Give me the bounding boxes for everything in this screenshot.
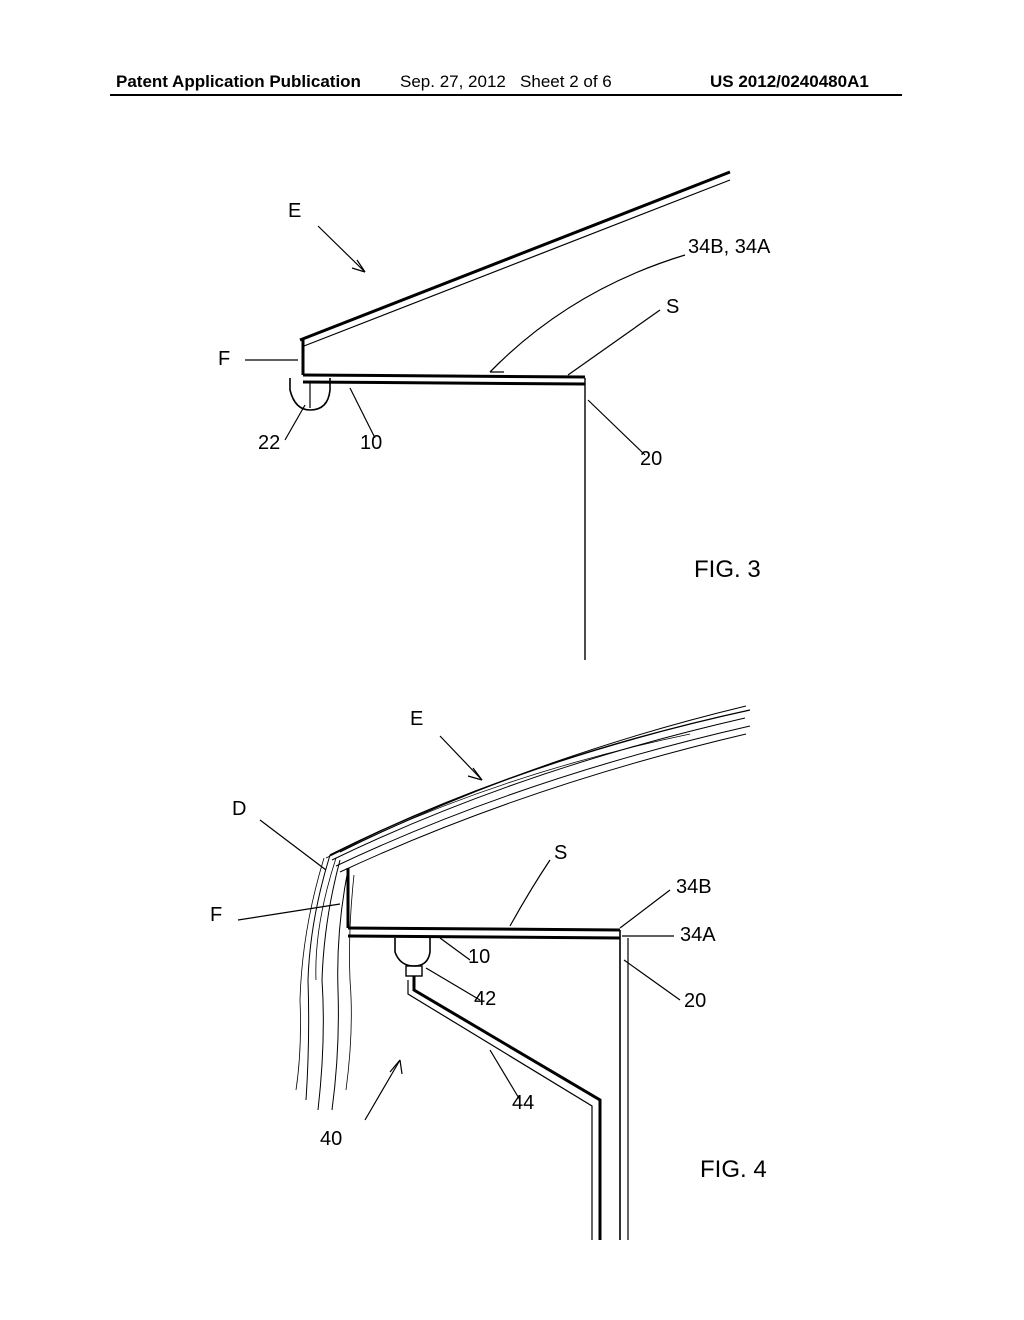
fig4-caption: FIG. 4 (700, 1156, 767, 1184)
header-rule (110, 94, 902, 96)
fig3-label-E: E (288, 200, 301, 223)
fig3-label-10: 10 (360, 432, 382, 455)
fig3-label-20: 20 (640, 448, 662, 471)
figure-3 (190, 160, 890, 660)
fig4-label-42: 42 (474, 988, 496, 1011)
header-pubno: US 2012/0240480A1 (710, 72, 869, 92)
fig4-label-40: 40 (320, 1128, 342, 1151)
header-mid: Sep. 27, 2012 Sheet 2 of 6 (400, 72, 612, 92)
fig4-label-44: 44 (512, 1092, 534, 1115)
fig3-label-S: S (666, 296, 679, 319)
header-date: Sep. 27, 2012 (400, 72, 506, 91)
fig4-label-S: S (554, 842, 567, 865)
fig3-label-34: 34B, 34A (688, 236, 770, 259)
fig4-label-34A: 34A (680, 924, 716, 947)
fig3-caption: FIG. 3 (694, 556, 761, 584)
fig4-label-E: E (410, 708, 423, 731)
fig3-label-F: F (218, 348, 230, 371)
fig4-label-F: F (210, 904, 222, 927)
patent-page: { "header": { "left": "Patent Applicatio… (0, 0, 1024, 1320)
fig3-label-22: 22 (258, 432, 280, 455)
header-sheet: Sheet 2 of 6 (520, 72, 612, 91)
figure-4 (190, 680, 890, 1240)
header-left: Patent Application Publication (116, 72, 361, 92)
fig4-label-D: D (232, 798, 246, 821)
fig4-label-34B: 34B (676, 876, 712, 899)
fig4-label-20: 20 (684, 990, 706, 1013)
fig4-label-10: 10 (468, 946, 490, 969)
